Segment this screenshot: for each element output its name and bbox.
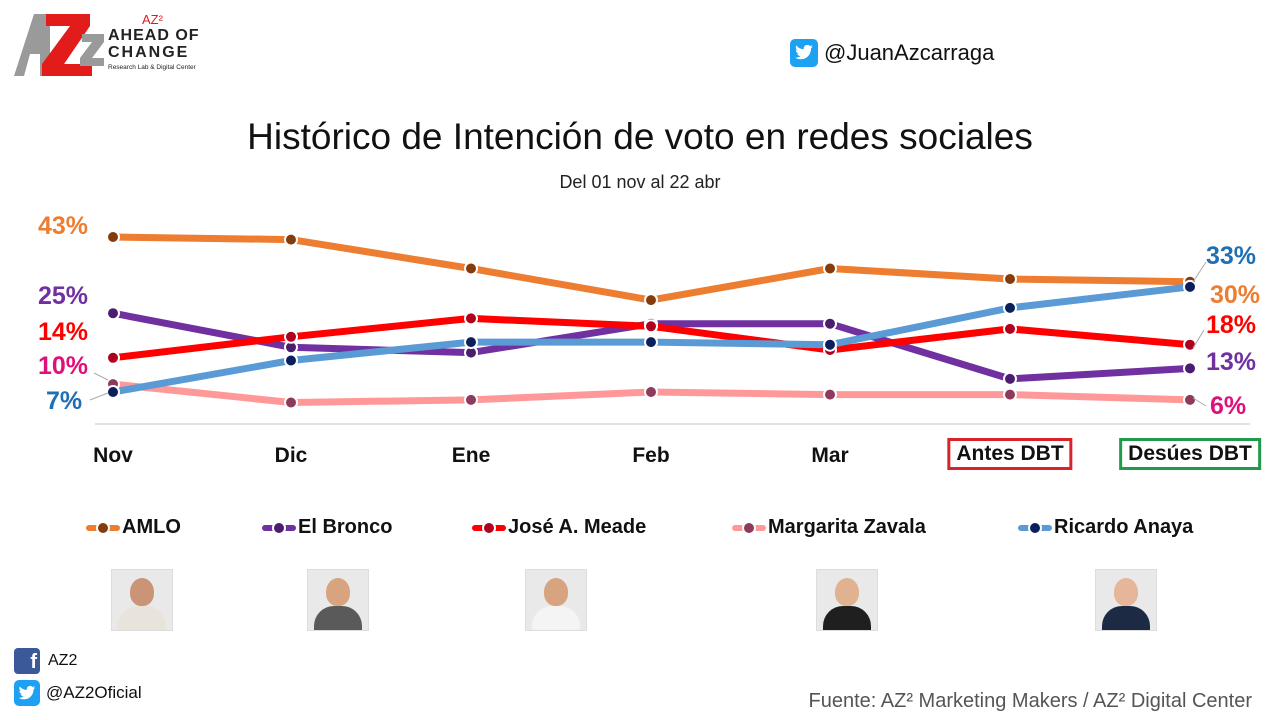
legend-item-amlo: AMLO: [86, 516, 181, 539]
data-point-amlo-1: [284, 232, 298, 247]
legend-label: Ricardo Anaya: [1054, 516, 1194, 538]
label-leader-line: [93, 372, 109, 381]
x-tick-label: Dic: [274, 444, 308, 467]
twitter-label[interactable]: @AZ2Oficial: [46, 683, 142, 702]
data-point-amlo-4: [823, 261, 837, 276]
twitter-icon: [14, 680, 40, 706]
anaya-photo: [1095, 569, 1157, 631]
x-tick-label: Nov: [93, 444, 133, 467]
legend-item-jos-a-meade: José A. Meade: [472, 516, 646, 539]
logo-text-line2: CHANGE: [108, 44, 190, 61]
end-value-label: 6%: [1210, 392, 1246, 420]
twitter-row: @AZ2Oficial: [14, 680, 142, 706]
data-point-el-bronco-5: [1003, 371, 1017, 386]
facebook-label[interactable]: AZ2: [48, 652, 78, 669]
data-point-ricardo-anaya-4: [823, 337, 837, 352]
legend-item-ricardo-anaya: Ricardo Anaya: [1018, 516, 1193, 539]
legend-item-margarita-zavala: Margarita Zavala: [732, 516, 926, 539]
twitter-icon: [790, 39, 818, 67]
legend-swatch: [472, 520, 506, 535]
end-value-label: 30%: [1210, 281, 1260, 309]
legend-swatch: [1018, 520, 1052, 535]
data-point-margarita-zavala-2: [464, 392, 478, 407]
legend-label: El Bronco: [298, 516, 393, 538]
source-note: Fuente: AZ² Marketing Makers / AZ² Digit…: [808, 690, 1253, 712]
chart-title: Histórico de Intención de voto en redes …: [247, 116, 1033, 157]
legend-label: AMLO: [122, 516, 181, 538]
start-value-label: 14%: [38, 318, 88, 346]
data-point-amlo-2: [464, 261, 478, 276]
data-point-amlo-0: [106, 230, 120, 244]
legend-item-el-bronco: El Bronco: [262, 516, 392, 539]
legend-label: Margarita Zavala: [768, 516, 926, 538]
legend-swatch: [86, 520, 120, 535]
facebook-icon: f: [14, 648, 40, 674]
data-point-amlo-3: [644, 293, 658, 308]
label-leader-line: [1192, 329, 1205, 349]
data-point-el-bronco-0: [106, 306, 120, 321]
start-value-label: 10%: [38, 352, 88, 380]
legend-label: José A. Meade: [508, 516, 647, 538]
data-point-jos-a-meade-2: [464, 311, 478, 326]
twitter-handle-top: @JuanAzcarraga: [790, 38, 994, 68]
data-point-margarita-zavala-1: [284, 395, 298, 410]
data-point-jos-a-meade-5: [1003, 321, 1017, 336]
data-point-amlo-5: [1003, 272, 1017, 286]
amlo-photo: [111, 569, 173, 631]
data-point-margarita-zavala-6: [1183, 392, 1197, 407]
legend-swatch: [732, 520, 766, 535]
data-point-ricardo-anaya-0: [106, 385, 120, 399]
legend-swatch: [262, 520, 296, 535]
logo-tagline: Research Lab & Digital Center: [108, 64, 196, 71]
x-tick-label: Antes DBT: [947, 438, 1073, 470]
start-value-label: 25%: [38, 282, 88, 310]
x-tick-label: Feb: [632, 444, 670, 467]
az2-logo: [14, 14, 104, 76]
el-bronco-photo: [307, 569, 369, 631]
data-point-jos-a-meade-0: [106, 350, 120, 365]
twitter-handle-text[interactable]: @JuanAzcarraga: [824, 40, 995, 65]
facebook-row: f AZ2: [14, 648, 77, 674]
data-point-ricardo-anaya-6: [1183, 279, 1197, 294]
data-point-el-bronco-4: [823, 316, 837, 331]
data-point-jos-a-meade-1: [284, 329, 298, 344]
x-tick-label: Mar: [811, 444, 849, 467]
start-value-label: 43%: [38, 212, 88, 240]
zavala-photo: [816, 569, 878, 631]
x-tick-label: Desúes DBT: [1119, 438, 1261, 470]
end-value-label: 33%: [1206, 242, 1256, 270]
label-leader-line: [1192, 261, 1207, 283]
series-line-amlo: [109, 233, 1194, 304]
data-point-ricardo-anaya-2: [464, 335, 478, 350]
data-point-ricardo-anaya-3: [644, 335, 658, 350]
data-point-jos-a-meade-6: [1183, 337, 1197, 352]
legend: AMLO El Bronco José A. Meade Margarita Zava…: [86, 516, 1236, 546]
logo-superscript: AZ²: [142, 12, 163, 27]
label-leader-line: [89, 392, 109, 401]
data-point-jos-a-meade-3: [644, 319, 658, 334]
data-point-el-bronco-6: [1183, 361, 1197, 376]
data-point-margarita-zavala-5: [1003, 387, 1017, 402]
chart-subtitle: Del 01 nov al 22 abr: [559, 172, 721, 192]
label-leader-line: [1192, 397, 1207, 407]
end-value-label: 13%: [1206, 348, 1256, 376]
logo-text-line1: AHEAD OF: [108, 27, 200, 44]
end-value-label: 18%: [1206, 311, 1256, 339]
data-point-margarita-zavala-4: [823, 387, 837, 402]
data-point-ricardo-anaya-1: [284, 353, 298, 368]
start-value-label: 7%: [46, 387, 82, 415]
data-point-margarita-zavala-3: [644, 385, 658, 399]
data-point-ricardo-anaya-5: [1003, 300, 1017, 315]
meade-photo: [525, 569, 587, 631]
x-tick-label: Ene: [451, 444, 491, 467]
